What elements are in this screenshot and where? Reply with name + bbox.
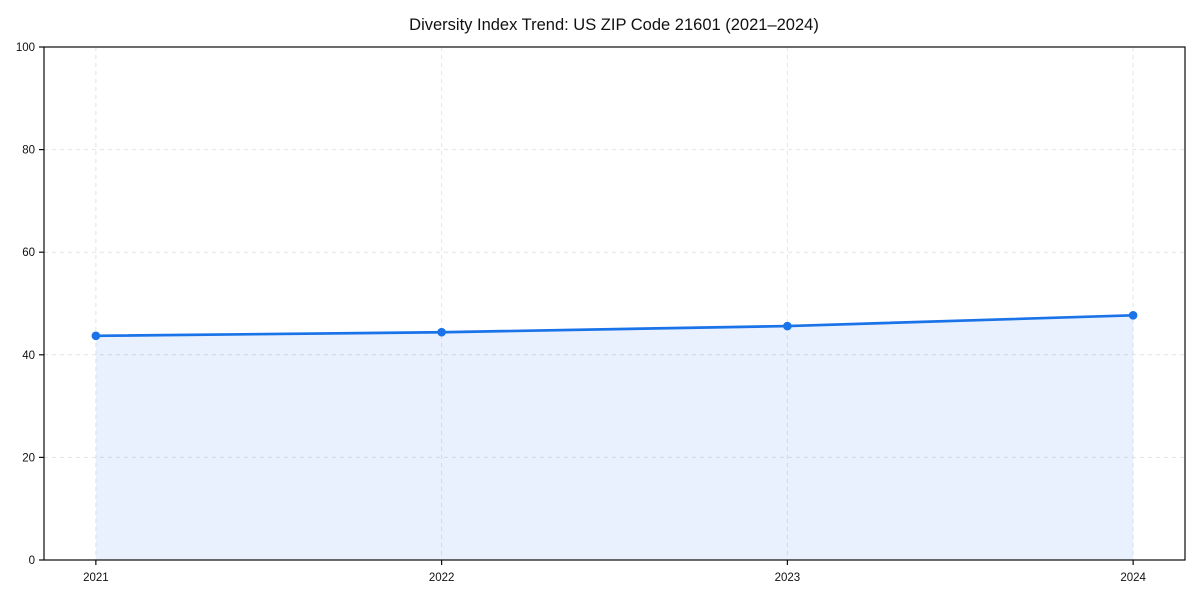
line-path	[94, 313, 1135, 338]
y-tick-label: 0	[29, 555, 35, 567]
area-fill	[95, 315, 1134, 560]
y-tick-label: 60	[22, 247, 35, 259]
x-tick-label: 2023	[775, 572, 801, 584]
x-tick-label: 2021	[83, 572, 109, 584]
data-point	[91, 331, 101, 341]
y-tick-label: 80	[22, 145, 35, 157]
y-tick-label: 40	[22, 350, 35, 362]
y-tick-label: 20	[22, 452, 35, 464]
data-points	[91, 310, 1138, 341]
trend-line	[94, 313, 1135, 338]
x-tick-labels: 2021 2022 2023 2024	[83, 572, 1146, 584]
tick-marks	[39, 46, 1134, 565]
x-tick-label: 2022	[429, 572, 455, 584]
data-point	[783, 321, 792, 331]
y-tick-label: 100	[16, 42, 35, 54]
spine-box	[43, 46, 1186, 561]
data-point	[437, 327, 446, 337]
plot-border	[43, 46, 1186, 561]
x-tick-label: 2024	[1120, 572, 1146, 584]
y-tick-labels: 0 20 40 60 80 100	[16, 42, 35, 567]
chart-title: Diversity Index Trend: US ZIP Code 21601…	[409, 16, 819, 34]
data-point	[1128, 310, 1138, 320]
area-path	[95, 315, 1134, 560]
gridlines	[44, 47, 1185, 560]
